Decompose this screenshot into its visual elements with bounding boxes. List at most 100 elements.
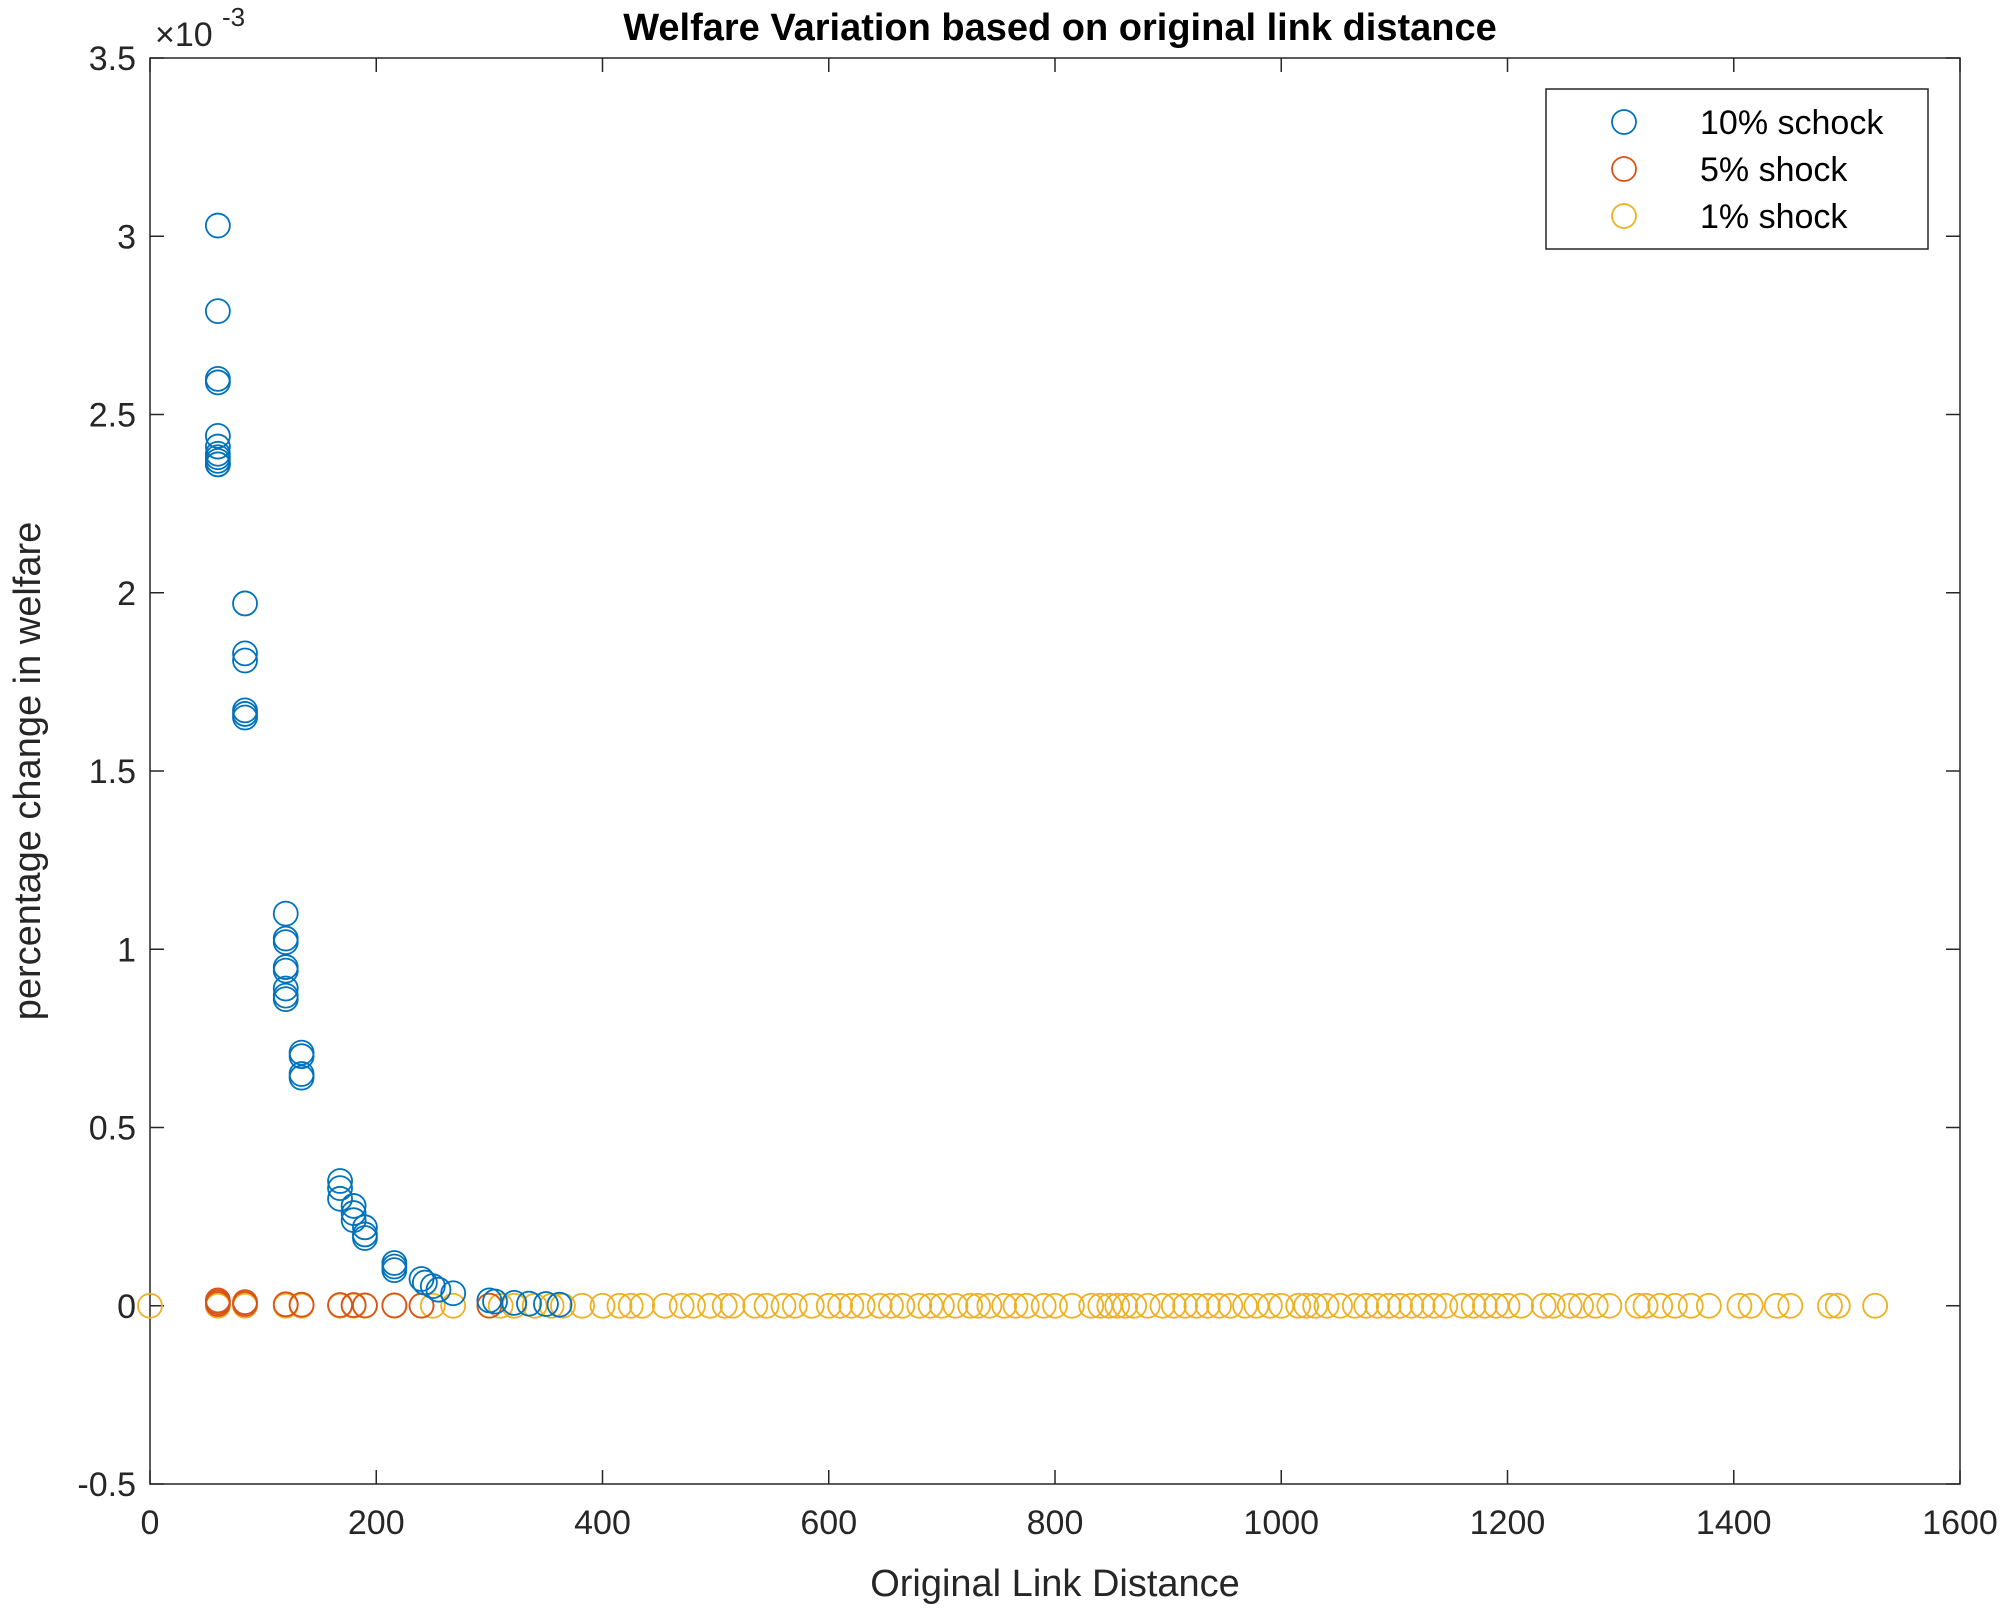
data-point bbox=[1002, 1292, 1029, 1319]
data-point bbox=[476, 1292, 503, 1319]
data-point bbox=[1777, 1292, 1804, 1319]
data-point bbox=[1556, 1292, 1583, 1319]
y-tick-label: 0 bbox=[117, 1288, 136, 1326]
data-point bbox=[1112, 1292, 1139, 1319]
data-point bbox=[288, 1043, 315, 1070]
data-point bbox=[606, 1292, 633, 1319]
data-point bbox=[232, 647, 258, 674]
data-point bbox=[204, 212, 231, 239]
legend-label-5pct: 5% shock bbox=[1700, 151, 1848, 189]
data-point bbox=[866, 1292, 893, 1319]
data-point bbox=[1183, 1292, 1210, 1319]
y-axis-exponent-power: -3 bbox=[222, 2, 245, 32]
data-point bbox=[1632, 1292, 1659, 1319]
y-tick-label: 3.5 bbox=[89, 40, 136, 78]
data-point bbox=[629, 1292, 655, 1319]
data-point bbox=[1078, 1292, 1105, 1319]
data-point bbox=[204, 433, 231, 460]
data-point bbox=[711, 1292, 738, 1319]
data-point bbox=[1763, 1292, 1790, 1319]
data-point bbox=[668, 1292, 695, 1319]
data-point bbox=[1662, 1292, 1688, 1319]
data-point bbox=[1494, 1292, 1521, 1319]
data-point bbox=[770, 1292, 797, 1319]
data-point bbox=[1398, 1292, 1425, 1319]
data-point bbox=[680, 1292, 706, 1319]
data-point bbox=[1353, 1292, 1379, 1319]
data-point bbox=[815, 1292, 842, 1319]
x-axis-ticks: 0 200 400 600 800 1000 1200 1400 1600 bbox=[141, 58, 1998, 1542]
data-point bbox=[1695, 1292, 1722, 1319]
legend-label-10pct: 10% schock bbox=[1700, 104, 1884, 142]
data-point bbox=[232, 1291, 258, 1317]
data-point bbox=[651, 1292, 678, 1319]
series-2 bbox=[137, 1292, 1889, 1319]
data-point bbox=[1341, 1292, 1368, 1319]
data-point bbox=[1471, 1292, 1498, 1319]
data-point bbox=[1149, 1292, 1176, 1319]
legend-marker-1pct bbox=[1611, 203, 1637, 229]
data-point bbox=[1030, 1292, 1057, 1319]
data-point bbox=[482, 1288, 508, 1315]
data-point bbox=[272, 1291, 299, 1318]
data-point bbox=[1172, 1292, 1198, 1319]
data-point bbox=[288, 1291, 315, 1318]
data-point bbox=[204, 298, 231, 325]
data-point bbox=[569, 1292, 596, 1319]
x-tick-label: 200 bbox=[348, 1504, 405, 1542]
y-axis-exponent-base: ×10 bbox=[155, 16, 213, 54]
data-point bbox=[889, 1292, 916, 1319]
data-point bbox=[976, 1292, 1003, 1319]
data-point bbox=[272, 975, 299, 1002]
data-point bbox=[288, 1064, 315, 1091]
data-point bbox=[1647, 1292, 1674, 1319]
data-point bbox=[1624, 1292, 1651, 1319]
x-tick-label: 1400 bbox=[1696, 1504, 1772, 1542]
data-point bbox=[232, 640, 258, 667]
y-axis-exponent: ×10 -3 bbox=[155, 2, 245, 54]
y-tick-label: 2.5 bbox=[89, 397, 136, 435]
data-point bbox=[1677, 1292, 1704, 1319]
data-point bbox=[1824, 1292, 1851, 1319]
y-axis-label: percentage change in welfare bbox=[7, 522, 49, 1021]
data-point bbox=[1059, 1292, 1085, 1319]
x-tick-label: 600 bbox=[800, 1504, 857, 1542]
data-point bbox=[272, 957, 299, 984]
data-point bbox=[1568, 1292, 1594, 1319]
y-tick-label: 2 bbox=[117, 575, 136, 613]
x-tick-label: 0 bbox=[141, 1504, 160, 1542]
x-tick-label: 1600 bbox=[1922, 1504, 1998, 1542]
y-tick-label: 1 bbox=[117, 931, 136, 969]
data-point bbox=[849, 1292, 876, 1319]
data-point bbox=[942, 1292, 969, 1319]
data-point bbox=[327, 1185, 353, 1212]
data-point bbox=[501, 1289, 528, 1316]
data-point bbox=[204, 422, 231, 449]
series-0 bbox=[204, 212, 573, 1318]
data-points bbox=[137, 212, 1889, 1319]
data-point bbox=[381, 1292, 408, 1319]
data-point bbox=[827, 1292, 853, 1319]
y-tick-label: 3 bbox=[117, 218, 136, 256]
data-point bbox=[1194, 1292, 1221, 1319]
data-point bbox=[1327, 1292, 1353, 1319]
data-point bbox=[204, 369, 231, 396]
data-point bbox=[1293, 1292, 1320, 1319]
data-point bbox=[340, 1193, 367, 1219]
data-point bbox=[1737, 1292, 1764, 1319]
x-axis-label: Original Link Distance bbox=[870, 1563, 1240, 1605]
data-point bbox=[838, 1292, 865, 1319]
data-point bbox=[419, 1292, 446, 1319]
data-point bbox=[1582, 1292, 1609, 1319]
data-point bbox=[1134, 1292, 1161, 1319]
data-point bbox=[957, 1292, 984, 1319]
data-point bbox=[1364, 1292, 1391, 1319]
data-point bbox=[419, 1273, 446, 1300]
data-point bbox=[232, 590, 258, 617]
data-point bbox=[232, 704, 258, 731]
data-point bbox=[781, 1292, 808, 1319]
data-point bbox=[352, 1214, 378, 1241]
y-tick-label: -0.5 bbox=[77, 1466, 136, 1504]
